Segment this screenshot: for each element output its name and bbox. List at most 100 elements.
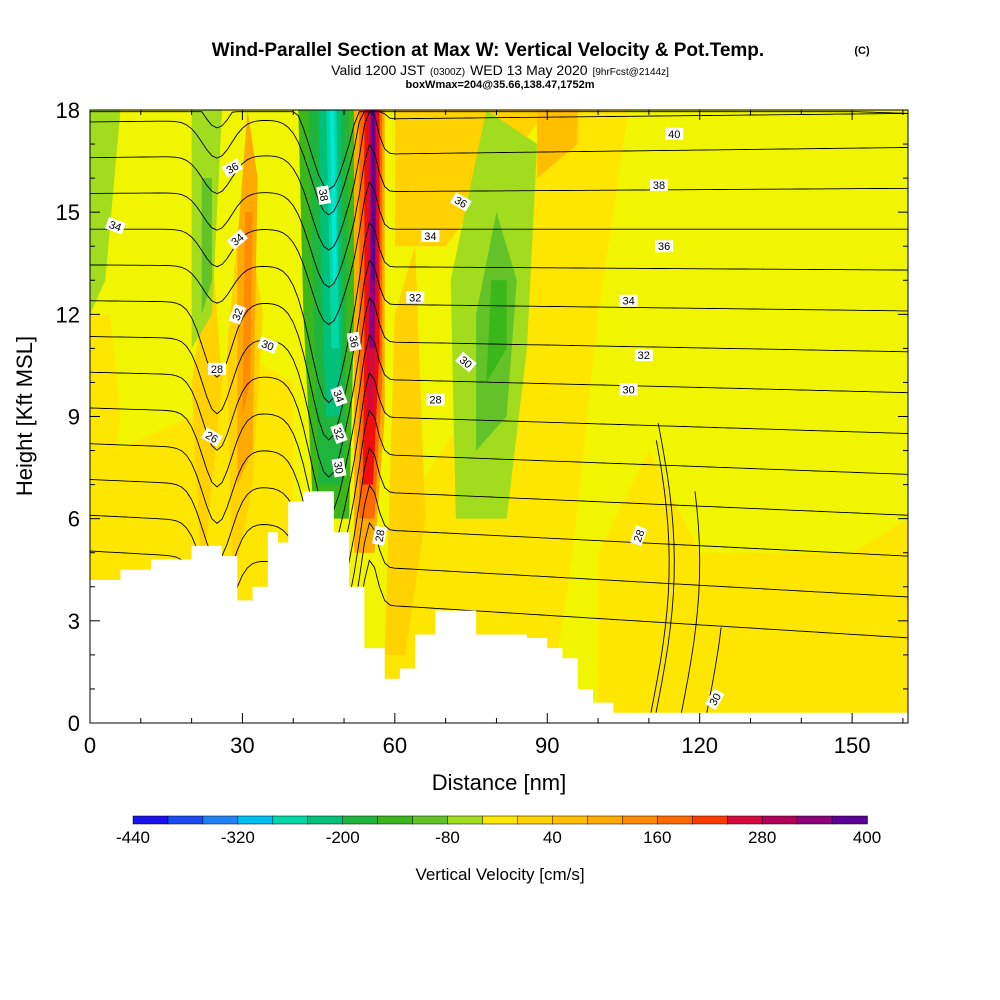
colorbar-tick-label: 40 — [543, 828, 562, 847]
contour-label: 28 — [426, 393, 445, 407]
contour-label: 38 — [650, 178, 668, 192]
contour-label-box — [619, 383, 638, 396]
colorbar-swatch — [657, 815, 693, 825]
field-patch — [191, 246, 223, 587]
contour-label: 28 — [629, 525, 648, 547]
contour-label-text: 38 — [653, 180, 665, 192]
valid-utc: (0300Z) — [430, 67, 465, 78]
contour-label-box — [619, 294, 638, 307]
contour-label-text: 40 — [668, 129, 680, 141]
contour-label-text: 28 — [632, 528, 647, 544]
y-tick-label: 15 — [56, 200, 80, 225]
colorbar-swatch — [272, 815, 309, 825]
contour-label-text: 28 — [211, 364, 223, 376]
contour-label-text: 34 — [107, 219, 123, 234]
x-tick-label: 60 — [383, 733, 407, 758]
contour-label-text: 34 — [330, 389, 345, 405]
contour-label-text: 28 — [374, 529, 388, 543]
colorbar-swatch — [552, 815, 589, 825]
x-axis-label: Distance [nm] — [432, 770, 567, 795]
colorbar-swatch — [237, 815, 274, 825]
contour-label-text: 38 — [316, 188, 330, 202]
field-patch — [384, 246, 426, 655]
x-tick-label: 0 — [84, 733, 96, 758]
contour-label: 32 — [634, 349, 653, 362]
isentrope-35 — [90, 221, 908, 404]
contour-label-text: 32 — [638, 350, 650, 362]
contour-label: 32 — [228, 303, 247, 325]
contour-label-text: 26 — [203, 430, 220, 447]
x-tick-label: 90 — [535, 733, 559, 758]
contour-label-box — [650, 178, 668, 191]
isentrope-39 — [90, 111, 908, 216]
y-tick-label: 0 — [68, 711, 80, 736]
colorbar-swatch — [412, 815, 449, 825]
field-patch — [329, 110, 337, 281]
forecast-info: [9hrFcst@2144z] — [593, 67, 670, 78]
colorbar-swatch — [482, 815, 519, 825]
terrain-mask — [90, 491, 908, 723]
contour-label-box — [450, 192, 472, 212]
contour-label-box — [330, 385, 348, 407]
colorbar-swatch — [726, 815, 763, 825]
colorbar-swatch — [761, 815, 798, 825]
contour-label: 40 — [665, 127, 684, 141]
contour-label: 34 — [619, 294, 638, 308]
contour-label: 28 — [372, 525, 388, 546]
chart-title: Wind-Parallel Section at Max W: Vertical… — [212, 40, 764, 61]
y-tick-label: 18 — [56, 98, 80, 123]
contour-label: 34 — [421, 230, 440, 243]
colorbar-tick-label: -320 — [221, 828, 255, 847]
x-tick-label: 120 — [681, 733, 718, 758]
contour-label-box — [655, 240, 674, 253]
contour-labels: 40 38 36 34 32 30 28 36 34 32 30 28 38 36 34 32 30 28 36 34… — [104, 127, 725, 710]
contour-label-box — [634, 349, 653, 362]
colorbar-swatch — [831, 815, 868, 825]
colorbar-swatch — [132, 815, 169, 825]
isentrope-36 — [90, 180, 908, 326]
contour-label-box — [406, 291, 425, 304]
contour-label-text: 36 — [658, 241, 670, 253]
x-tick-label: 150 — [834, 733, 871, 758]
colorbar-swatch — [447, 815, 484, 825]
contour-label-box — [257, 336, 279, 354]
contour-label-text: 36 — [346, 335, 360, 349]
contour-label: 30 — [257, 336, 279, 354]
isentrope-29 — [90, 446, 908, 627]
contour-label-box — [104, 217, 126, 235]
contour-label-text: 36 — [224, 161, 241, 178]
isentrope-30 — [90, 409, 908, 590]
colorbar-tick-label: -440 — [116, 828, 150, 847]
contour-label: 36 — [221, 158, 244, 178]
contour-label-text: 32 — [231, 307, 246, 323]
contour-label: 32 — [330, 422, 348, 445]
contour-label: 26 — [201, 427, 223, 447]
contour-label-box — [421, 230, 440, 242]
contour-label-text: 28 — [429, 395, 441, 407]
colorbar-swatch — [342, 815, 379, 825]
isentrope-32 — [90, 334, 908, 516]
field-patch — [598, 450, 908, 723]
colorbar-tick-label: 400 — [853, 828, 881, 847]
contour-label-text: 34 — [424, 231, 436, 243]
contour-label-box — [426, 393, 445, 406]
subtitle-line: Valid 1200 JST (0300Z) WED 13 May 2020 [9hr… — [331, 62, 669, 78]
contour-label: 28 — [208, 362, 226, 376]
isentrope-34 — [90, 259, 908, 441]
contour-label-box — [629, 525, 648, 547]
isentrope-31 — [90, 371, 908, 553]
contour-label-box — [316, 185, 332, 206]
contour-label: 36 — [346, 331, 362, 352]
isentrope-38 — [90, 110, 908, 251]
contour-label-box — [226, 229, 249, 250]
contour-label: 30 — [331, 457, 347, 478]
contour-label-box — [330, 422, 348, 445]
contour-label-text: 36 — [452, 195, 469, 212]
y-axis-label: Height [Kft MSL] — [12, 336, 37, 496]
copyright-mark: (C) — [854, 45, 870, 57]
colorbar-swatch — [691, 815, 728, 825]
y-tick-label: 3 — [68, 609, 80, 634]
